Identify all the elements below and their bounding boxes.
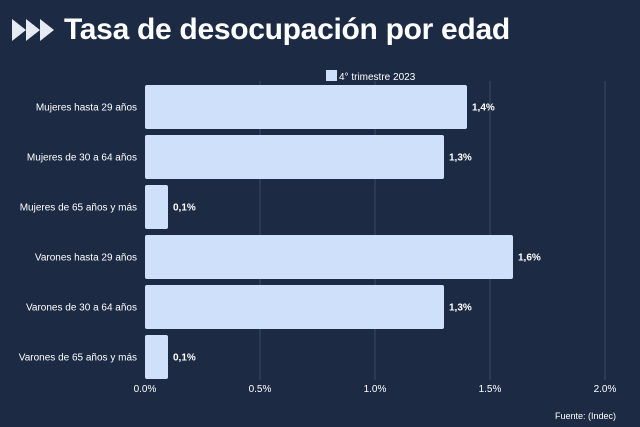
data-label: 1,4%	[472, 103, 495, 114]
x-tick-label: 2.0%	[594, 384, 617, 395]
x-tick-label: 1.5%	[479, 384, 502, 395]
bar	[145, 135, 444, 179]
chart-title: Tasa de desocupación por edad	[64, 13, 510, 46]
x-tick-label: 0.0%	[134, 384, 157, 395]
category-label: Varones de 30 a 64 años	[26, 303, 137, 314]
x-tick-label: 0.5%	[249, 384, 272, 395]
x-tick-label: 1.0%	[364, 384, 387, 395]
source-note: Fuente: (Indec)	[554, 411, 616, 421]
category-label: Mujeres de 30 a 64 años	[27, 153, 137, 164]
bar	[145, 335, 168, 379]
legend-swatch	[326, 70, 337, 81]
data-label: 1,6%	[518, 253, 541, 264]
bar	[145, 185, 168, 229]
data-label: 1,3%	[449, 303, 472, 314]
fast-forward-icon	[12, 19, 54, 41]
data-label: 1,3%	[449, 153, 472, 164]
bar	[145, 85, 467, 129]
category-label: Mujeres hasta 29 años	[36, 103, 137, 114]
data-label: 0,1%	[173, 203, 196, 214]
category-label: Varones de 65 años y más	[19, 353, 137, 364]
bar	[145, 235, 513, 279]
data-label: 0,1%	[173, 353, 196, 364]
category-label: Varones hasta 29 años	[35, 253, 137, 264]
bar	[145, 285, 444, 329]
header: Tasa de desocupación por edad	[10, 8, 510, 52]
category-label: Mujeres de 65 años y más	[20, 203, 137, 214]
legend-label: 4° trimestre 2023	[339, 72, 416, 83]
